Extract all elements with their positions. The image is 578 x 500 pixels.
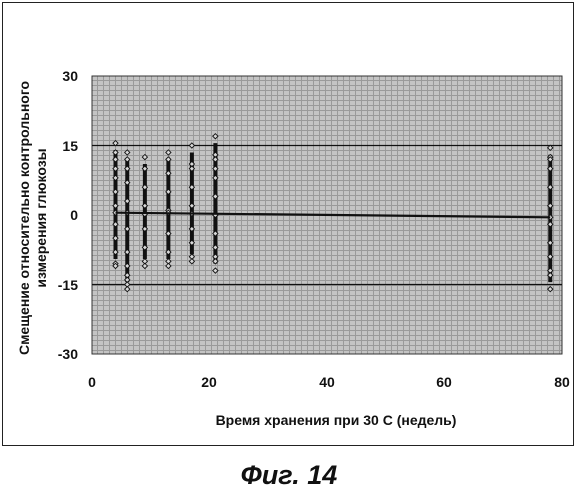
y-tick-label: -30 <box>58 346 78 362</box>
y-axis-title-line-1: Смещение относительно контрольного <box>16 81 32 355</box>
y-axis-ticks: 30 15 0 -15 -30 <box>58 68 78 362</box>
y-axis-title: Смещение относительно контрольного измер… <box>16 81 49 355</box>
x-tick-label: 60 <box>436 374 452 390</box>
x-tick-label: 80 <box>554 374 570 390</box>
chart: 30 15 0 -15 -30 0 20 40 60 80 Время хран… <box>0 0 578 450</box>
x-axis-title: Время хранения при 30 С (недель) <box>216 412 457 428</box>
x-axis-ticks: 0 20 40 60 80 <box>88 374 570 390</box>
y-tick-label: 30 <box>62 68 78 84</box>
figure-caption: Фиг. 14 <box>0 460 578 491</box>
x-tick-label: 40 <box>319 374 335 390</box>
x-tick-label: 20 <box>201 374 217 390</box>
y-axis-title-line-2: измерения глюкозы <box>33 148 49 287</box>
y-tick-label: -15 <box>58 277 78 293</box>
y-tick-label: 0 <box>70 207 78 223</box>
y-tick-label: 15 <box>62 138 78 154</box>
x-tick-label: 0 <box>88 374 96 390</box>
